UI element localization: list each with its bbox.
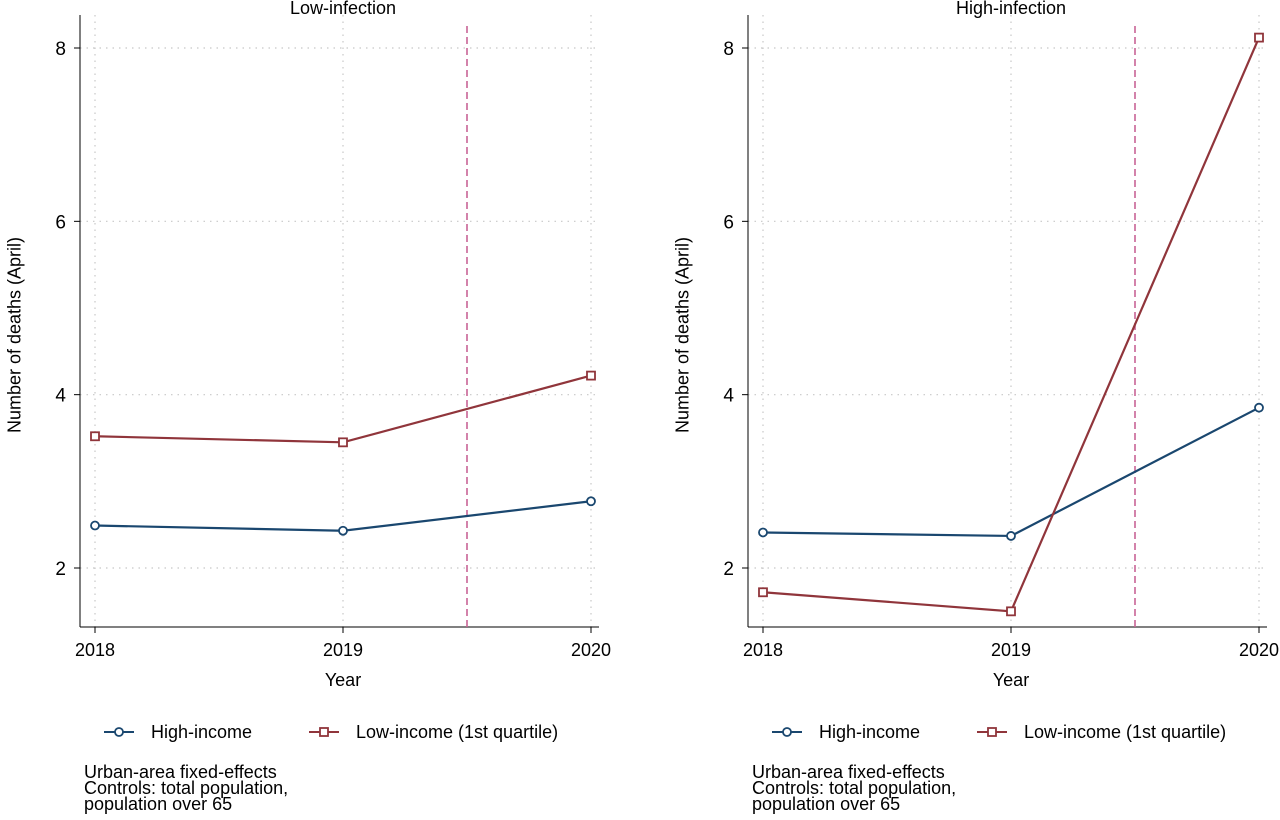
panel-left-series-high-income-point: [338, 525, 348, 536]
panel-right-plot: [742, 15, 1267, 633]
panel-left-y-label: Number of deaths (April): [4, 237, 24, 433]
panel-left-title: Low-infection: [290, 0, 396, 18]
panel-right-series-low-income-point: [1254, 32, 1264, 43]
panel-right-series-high-income-point: [758, 527, 768, 538]
panel-right-x-tick-label: 2020: [1239, 640, 1279, 660]
panel-right-y-tick-label: 4: [723, 386, 734, 407]
panel-left-series-low-income-point: [90, 431, 100, 442]
panel-right-note: Urban-area fixed-effects Controls: total…: [752, 762, 957, 814]
panel-left-series-high-income-point: [586, 496, 596, 507]
panel-right-title: High-infection: [956, 0, 1066, 18]
panel-left-series-low-income-point: [586, 370, 596, 381]
panel-right-legend-low-income-swatch-marker: [987, 727, 997, 737]
panel-right-series-low-income-point: [1006, 606, 1016, 617]
panel-right-y-tick-label: 2: [723, 559, 734, 580]
panel-left-legend-low-income-swatch-marker: [319, 727, 329, 737]
panel-right-legend-high-income-swatch-marker: [782, 727, 792, 737]
panel-left-x-label: Year: [325, 670, 361, 690]
panel-right-series-low-income-line: [762, 37, 1261, 613]
panel-right-x-tick-label: 2018: [743, 640, 783, 660]
panel-right-legend-low-income-label: Low-income (1st quartile): [1024, 722, 1226, 742]
panel-right-y-tick-label: 8: [723, 39, 734, 60]
panel-right-series-high-income-point: [1254, 402, 1264, 413]
panel-left-note: Urban-area fixed-effects Controls: total…: [84, 762, 289, 814]
panel-left-legend-high-income-label: High-income: [151, 722, 252, 742]
panel-right-series-low-income-point: [758, 587, 768, 598]
panel-right-y-label: Number of deaths (April): [672, 237, 692, 433]
panel-left-series-low-income-point: [338, 437, 348, 448]
panel-left-y-tick-label: 8: [55, 39, 66, 60]
panel-right-x-label: Year: [993, 670, 1029, 690]
panel-left-legend-high-income-swatch-marker: [114, 727, 124, 737]
panel-right-series-high-income-point: [1006, 531, 1016, 541]
panel-left-x-tick-label: 2020: [571, 640, 611, 660]
panel-left-y-tick-label: 6: [55, 212, 66, 233]
panel-left-plot: [74, 15, 599, 633]
panel-left-x-tick-label: 2018: [75, 640, 115, 660]
panel-right-y-tick-label: 6: [723, 212, 734, 233]
panel-left-series-high-income-point: [90, 520, 100, 531]
panel-right-x-tick-label: 2019: [991, 640, 1031, 660]
panel-left-y-tick-label: 2: [55, 559, 66, 580]
panel-left-y-tick-label: 4: [55, 386, 66, 407]
panel-left-legend-low-income-label: Low-income (1st quartile): [356, 722, 558, 742]
panel-left-x-tick-label: 2019: [323, 640, 363, 660]
panel-right-legend-high-income-label: High-income: [819, 722, 920, 742]
